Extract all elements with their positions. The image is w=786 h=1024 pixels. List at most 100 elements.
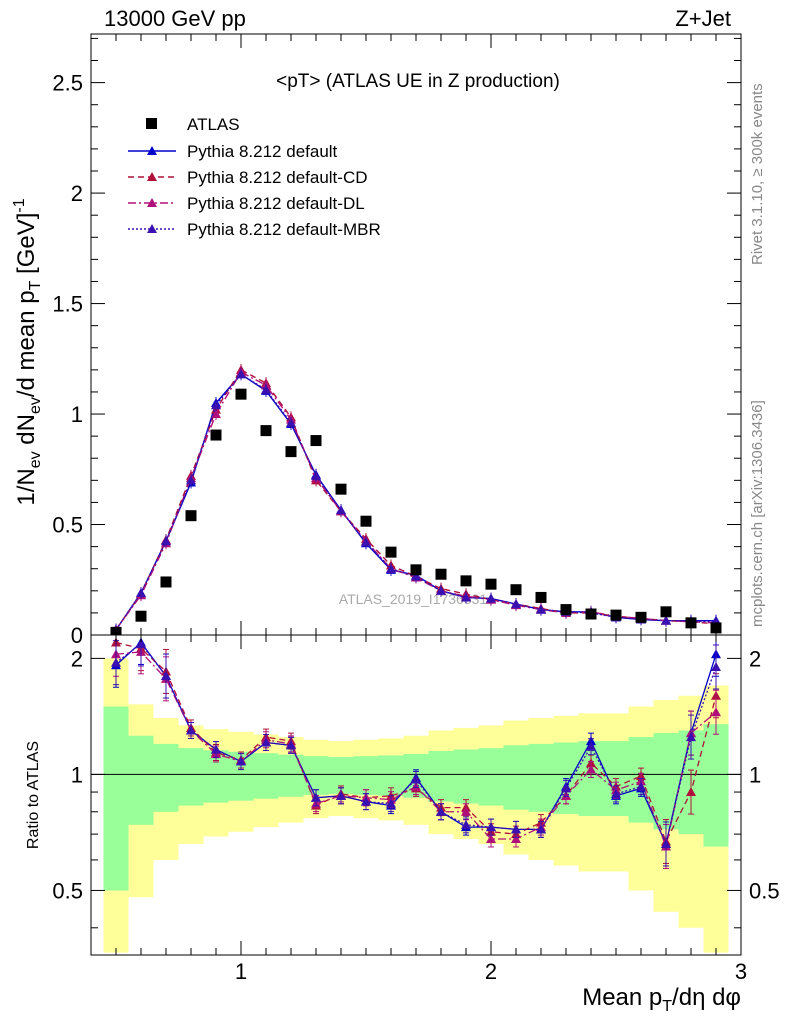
main-axes: 0 0.5 1 1.5 2 2.5 <box>52 34 741 648</box>
atlas-point <box>235 388 247 400</box>
ratio-marker <box>561 783 571 793</box>
ratio-series <box>111 635 721 870</box>
ratio-marker <box>586 741 596 751</box>
ratio-y-tick-label-right: 2 <box>749 646 761 671</box>
series-marker <box>461 592 471 602</box>
legend-label-atlas: ATLAS <box>187 115 240 134</box>
ratio-marker <box>386 798 396 808</box>
ratio-marker <box>486 822 496 832</box>
atlas-point <box>460 575 472 587</box>
x-tick-label: 1 <box>235 959 247 984</box>
legend-marker <box>147 224 157 233</box>
ratio-marker <box>211 744 221 754</box>
legend-marker-atlas <box>146 118 157 129</box>
ratio-bands <box>103 658 729 953</box>
uncertainty-band-1sigma <box>128 735 154 825</box>
watermark: ATLAS_2019_I1736531 <box>339 591 488 607</box>
header-process: Z+Jet <box>675 6 731 31</box>
plot-title: <pT> (ATLAS UE in Z production) <box>276 71 560 92</box>
ratio-marker <box>286 740 296 750</box>
ratio-marker <box>661 838 671 848</box>
ratio-marker <box>161 671 171 681</box>
ratio-y-tick-label-left: 1 <box>71 762 83 787</box>
uncertainty-band-1sigma <box>653 733 679 830</box>
atlas-point <box>260 425 272 437</box>
x-tick-label: 2 <box>485 959 497 984</box>
atlas-point <box>160 576 172 588</box>
atlas-point <box>285 446 297 458</box>
series-marker <box>161 536 171 546</box>
atlas-point <box>485 578 497 590</box>
atlas-point <box>310 435 322 447</box>
atlas-point <box>210 429 222 441</box>
legend: ATLAS Pythia 8.212 default Pythia 8.212 … <box>128 115 381 239</box>
series-marker <box>211 409 221 419</box>
ratio-marker <box>436 806 446 816</box>
series-marker <box>286 417 296 427</box>
ratio-marker <box>486 833 496 843</box>
atlas-point <box>185 510 197 522</box>
uncertainty-band-1sigma <box>428 751 454 802</box>
series-marker <box>661 615 671 625</box>
legend-label-default: Pythia 8.212 default <box>187 142 338 161</box>
series-marker <box>261 384 271 394</box>
uncertainty-band-1sigma <box>478 748 504 806</box>
main-panel: 0 0.5 1 1.5 2 2.5 <pT> (ATLAS UE in Z product… <box>11 33 742 648</box>
series-marker <box>511 599 521 609</box>
series-marker <box>536 604 546 614</box>
atlas-point <box>710 622 722 634</box>
uncertainty-band-1sigma <box>303 756 329 795</box>
header-energy: 13000 GeV pp <box>104 6 246 31</box>
atlas-point <box>560 604 572 616</box>
ratio-panel: 0.5 0.5 1 1 2 2 1 2 3 Ratio to ATLAS Mean pT/dη … <box>25 634 780 1015</box>
ratio-axes: 0.5 0.5 1 1 2 2 1 2 3 <box>52 635 780 984</box>
uncertainty-band-1sigma <box>178 748 204 806</box>
ratio-marker <box>336 790 346 800</box>
y-tick-label: 0.5 <box>52 513 83 538</box>
series-marker <box>386 563 396 573</box>
uncertainty-band-1sigma <box>503 745 529 810</box>
ratio-marker <box>311 792 321 802</box>
ratio-marker <box>111 657 121 667</box>
ratio-marker <box>536 824 546 834</box>
series-marker <box>136 588 146 598</box>
x-tick-label: 3 <box>735 959 747 984</box>
uncertainty-band-1sigma <box>353 756 379 795</box>
uncertainty-band-1sigma <box>703 724 729 847</box>
y-tick-label: 0 <box>71 623 83 648</box>
rivet-label: Rivet 3.1.10, ≥ 300k events <box>749 83 766 265</box>
ratio-y-tick-label-right: 0.5 <box>749 878 780 903</box>
ratio-marker <box>236 756 246 766</box>
ratio-marker <box>636 781 646 791</box>
uncertainty-band-1sigma <box>103 706 129 891</box>
atlas-point <box>585 608 597 620</box>
uncertainty-band-1sigma <box>528 743 554 812</box>
ratio-marker <box>461 806 471 816</box>
atlas-point <box>360 515 372 527</box>
legend-marker <box>147 172 157 181</box>
atlas-point <box>435 568 447 580</box>
atlas-point <box>510 584 522 596</box>
ratio-marker <box>136 638 146 648</box>
series-marker <box>211 400 221 410</box>
legend-marker <box>147 146 157 155</box>
series-marker <box>311 470 321 480</box>
atlas-point <box>110 626 122 635</box>
atlas-point <box>610 609 622 621</box>
ratio-y-tick-label-left: 2 <box>71 646 83 671</box>
legend-label-dl: Pythia 8.212 default-DL <box>187 194 365 213</box>
ratio-marker <box>511 824 521 834</box>
y-tick-label: 2 <box>71 181 83 206</box>
y-tick-label: 1 <box>71 402 83 427</box>
atlas-point <box>535 591 547 603</box>
series-marker <box>361 537 371 547</box>
atlas-point <box>635 611 647 623</box>
y-tick-label: 2.5 <box>52 71 83 96</box>
atlas-point <box>335 483 347 495</box>
series-marker <box>236 369 246 379</box>
ratio-marker <box>611 788 621 798</box>
ratio-marker <box>461 819 471 829</box>
ratio-marker <box>711 707 721 717</box>
ratio-marker <box>686 732 696 742</box>
